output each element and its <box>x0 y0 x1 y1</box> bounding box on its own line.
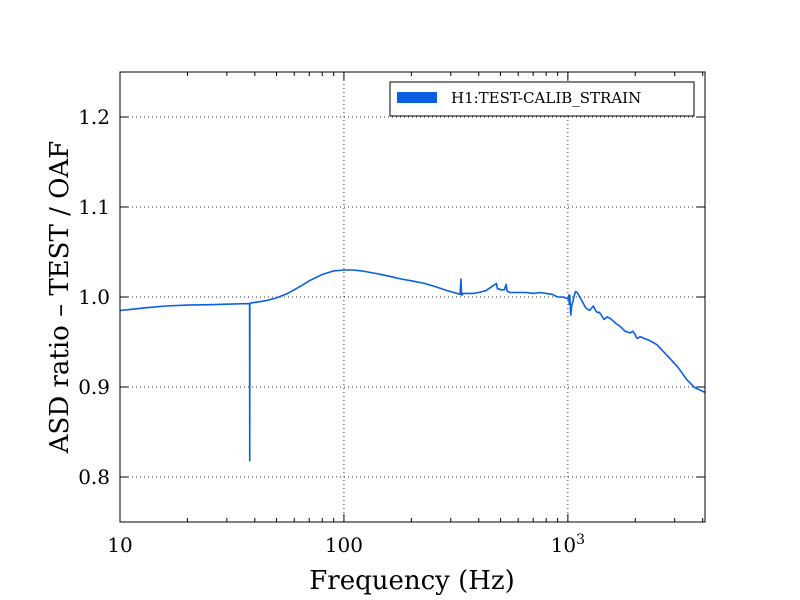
legend-label: H1:TEST-CALIB_STRAIN <box>451 89 641 107</box>
y-tick-labels: 0.8 0.9 1.0 1.1 1.2 <box>78 105 110 489</box>
series-layer <box>119 269 706 462</box>
tick-marks <box>119 72 705 522</box>
y-tick-label: 0.9 <box>78 375 110 399</box>
y-tick-label: 1.0 <box>78 285 110 309</box>
x-tick-label: 100 <box>325 533 363 557</box>
x-tick-exponent: 3 <box>576 532 585 548</box>
x-tick-label: 103 <box>551 532 585 557</box>
y-tick-label: 1.2 <box>78 105 110 129</box>
y-tick-label: 0.8 <box>78 465 110 489</box>
y-tick-label: 1.1 <box>78 195 110 219</box>
y-axis-label: ASD ratio – TEST / OAF <box>45 141 75 454</box>
x-tick-label: 10 <box>107 533 132 557</box>
series-line <box>119 269 706 462</box>
x-tick-labels: 10 100 103 <box>107 532 585 557</box>
x-axis-label: Frequency (Hz) <box>309 566 515 596</box>
legend: H1:TEST-CALIB_STRAIN <box>389 81 695 117</box>
legend-box <box>389 81 695 117</box>
legend-swatch <box>397 92 437 103</box>
